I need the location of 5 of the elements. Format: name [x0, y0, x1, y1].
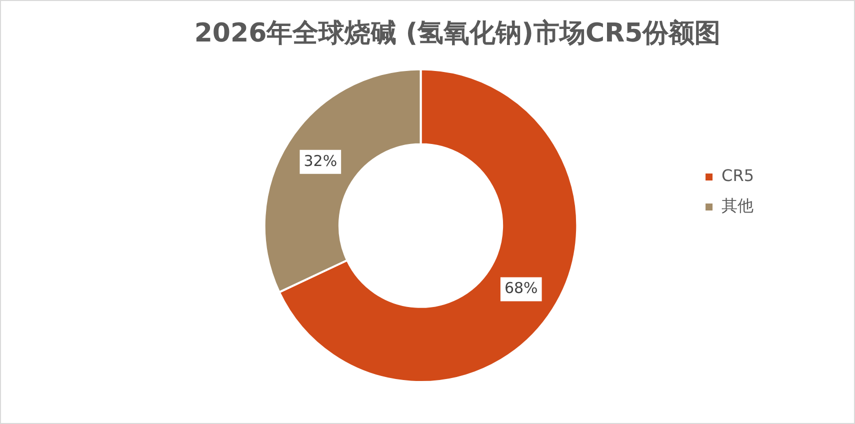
legend-label: CR5: [722, 166, 754, 186]
data-label: 68%: [504, 279, 538, 298]
data-label: 32%: [304, 152, 338, 170]
legend-label: 其他: [722, 196, 754, 216]
chart-title: 2026年全球烧碱 (氢氧化钠)市场CR5份额图: [194, 18, 721, 48]
